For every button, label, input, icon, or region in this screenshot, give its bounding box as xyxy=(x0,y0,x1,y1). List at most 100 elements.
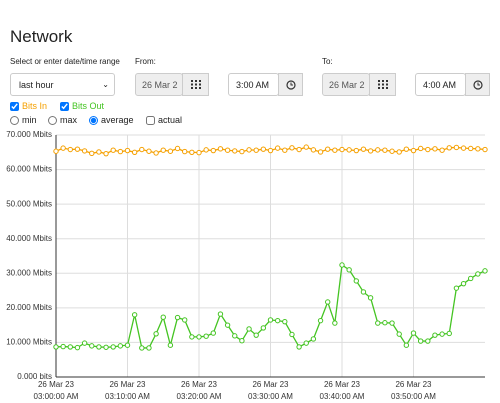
data-point xyxy=(296,146,302,153)
data-point xyxy=(403,342,410,348)
data-point xyxy=(375,320,381,326)
to-time-input[interactable]: 4:00 AM xyxy=(415,73,466,96)
stat-label: actual xyxy=(158,115,183,125)
data-point xyxy=(182,148,188,155)
data-point xyxy=(189,334,195,340)
stat-option[interactable]: min xyxy=(10,115,37,125)
data-point xyxy=(174,314,181,321)
data-point xyxy=(468,145,474,152)
x-tick-time: 03:30:00 AM xyxy=(248,392,293,401)
x-tick-time: 03:20:00 AM xyxy=(177,392,222,401)
preset-value: last hour xyxy=(19,79,54,90)
data-point xyxy=(153,331,159,337)
data-point xyxy=(396,331,402,337)
x-tick-date: 26 Mar 23 xyxy=(181,380,218,389)
data-point xyxy=(317,317,324,324)
data-point xyxy=(189,149,195,155)
data-point xyxy=(260,325,267,331)
y-tick-label: 30.000 Mbits xyxy=(6,268,52,277)
data-point xyxy=(203,147,209,153)
stat-option[interactable]: max xyxy=(48,115,77,125)
stat-radio[interactable] xyxy=(89,115,98,125)
y-tick-label: 60.000 Mbits xyxy=(6,165,52,174)
data-point xyxy=(353,278,359,284)
data-point xyxy=(146,148,152,154)
data-point xyxy=(232,148,238,154)
data-point xyxy=(325,299,331,305)
series-toggle[interactable]: Bits Out xyxy=(60,101,104,111)
data-point xyxy=(332,147,338,153)
clock-icon xyxy=(472,79,483,90)
data-point xyxy=(53,148,59,154)
data-point xyxy=(282,147,288,153)
data-point xyxy=(375,147,381,153)
clock-icon xyxy=(285,79,296,90)
data-point xyxy=(253,147,259,153)
to-date: 26 Mar 2 xyxy=(329,79,365,90)
data-point xyxy=(174,145,181,152)
series-checkbox[interactable] xyxy=(10,101,19,111)
data-point xyxy=(210,147,217,154)
data-point xyxy=(339,146,345,153)
data-point xyxy=(196,149,202,156)
data-point xyxy=(274,317,281,324)
data-point xyxy=(389,148,395,154)
data-point xyxy=(110,344,116,350)
data-point xyxy=(117,343,124,349)
data-point xyxy=(246,147,252,153)
data-point xyxy=(60,145,66,151)
data-point xyxy=(96,344,102,350)
series-checkbox[interactable] xyxy=(60,101,69,111)
data-point xyxy=(432,332,438,338)
data-point xyxy=(246,326,252,332)
stat-checkbox[interactable] xyxy=(146,115,155,125)
data-point xyxy=(81,340,88,346)
data-point xyxy=(339,262,345,268)
data-point xyxy=(131,312,138,318)
data-point xyxy=(460,280,467,287)
data-point xyxy=(253,332,259,338)
data-point xyxy=(117,148,124,155)
data-point xyxy=(224,322,231,328)
data-point xyxy=(360,289,367,295)
data-point xyxy=(103,344,109,350)
data-point xyxy=(267,147,274,154)
data-point xyxy=(167,342,174,348)
from-clock-button[interactable] xyxy=(278,73,303,96)
data-point xyxy=(332,320,338,326)
stat-radio[interactable] xyxy=(10,115,19,125)
data-point xyxy=(160,314,166,320)
to-calendar-button[interactable] xyxy=(369,73,396,96)
data-point xyxy=(367,148,374,154)
data-point xyxy=(296,344,302,350)
data-point xyxy=(282,318,288,325)
stat-option[interactable]: average xyxy=(89,115,134,125)
data-point xyxy=(217,311,224,317)
data-point xyxy=(382,147,388,153)
dropdown-arrow: ⌄ xyxy=(102,80,109,89)
data-point xyxy=(289,145,295,151)
data-point xyxy=(432,146,438,152)
y-tick-label: 50.000 Mbits xyxy=(6,199,52,208)
stat-option[interactable]: actual xyxy=(146,115,182,125)
to-clock-button[interactable] xyxy=(465,73,490,96)
data-point xyxy=(410,330,417,336)
preset-select[interactable]: last hour ⌄ xyxy=(10,73,115,96)
data-point xyxy=(317,149,324,155)
from-calendar-button[interactable] xyxy=(182,73,209,96)
series-toggle[interactable]: Bits In xyxy=(10,101,47,111)
data-point xyxy=(446,330,452,337)
data-point xyxy=(482,268,488,274)
data-point xyxy=(89,343,95,349)
data-point xyxy=(182,317,188,323)
x-tick-time: 03:50:00 AM xyxy=(391,392,436,401)
stat-radio[interactable] xyxy=(48,115,57,125)
data-point xyxy=(260,146,267,152)
data-point xyxy=(131,149,138,155)
stat-label: max xyxy=(60,115,78,125)
x-tick-time: 03:10:00 AM xyxy=(105,392,150,401)
data-point xyxy=(153,150,159,156)
y-tick-label: 20.000 Mbits xyxy=(6,303,52,312)
data-point xyxy=(346,147,352,153)
